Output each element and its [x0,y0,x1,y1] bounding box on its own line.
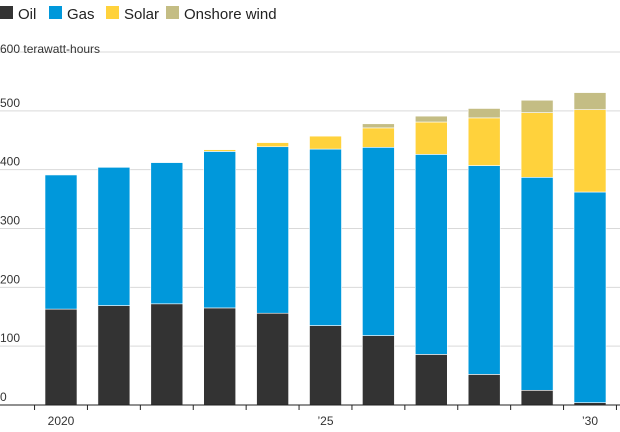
bar-gas-2028 [467,165,501,375]
y-tick-label-0: 0 [0,390,7,404]
legend-label-solar: Solar [124,6,159,23]
bar-oil-2024 [256,312,289,406]
legend-item-oil: Oil [0,6,36,23]
legend: Oil Gas Solar Onshore wind [0,6,277,23]
y-axis-labels: 0 100 200 300 400 500 [0,96,20,404]
legend-swatch-oil [0,6,13,19]
bar-oil-2026 [362,335,395,406]
bar-solar-2029 [520,112,554,178]
legend-label-onshore-wind: Onshore wind [184,6,277,23]
y-axis-unit-label: 600 terawatt-hours [0,42,100,56]
legend-item-gas: Gas [49,6,95,23]
x-tick-label-5: ’25 [317,414,333,428]
legend-label-oil: Oil [18,6,36,23]
legend-item-onshore-wind: Onshore wind [166,6,277,23]
legend-label-gas: Gas [67,6,95,23]
bar-solar-2025 [309,135,342,150]
bar-solar-2028 [467,117,501,166]
y-tick-label-300: 300 [0,214,20,228]
bar-oil-2028 [467,374,501,406]
bars [44,92,607,406]
bar-oil-2029 [520,389,554,406]
bar-onshore-wind-2029 [520,99,554,113]
bar-onshore-wind-2026 [362,123,395,129]
legend-swatch-solar [106,6,119,19]
x-tick-label-10: ’30 [582,414,598,428]
legend-swatch-onshore-wind [166,6,179,19]
y-tick-label-400: 400 [0,155,20,169]
bar-oil-2022 [150,303,184,406]
y-tick-label-100: 100 [0,331,20,345]
bar-gas-2020 [44,174,78,310]
legend-swatch-gas [49,6,62,19]
bar-onshore-wind-2030 [573,92,607,110]
bar-oil-2020 [44,308,78,406]
bar-gas-2027 [414,154,448,355]
x-axis-labels: 2020 ’25 ’30 [48,414,599,428]
bar-solar-2026 [362,127,395,148]
bar-gas-2029 [520,177,554,391]
x-tick-label-0: 2020 [48,414,75,428]
bar-oil-2023 [203,307,236,406]
bar-solar-2027 [414,121,448,155]
bar-oil-2021 [97,305,131,406]
bar-gas-2023 [203,151,236,309]
legend-item-solar: Solar [106,6,159,23]
bar-oil-2025 [309,325,342,406]
bar-gas-2030 [573,191,607,403]
y-tick-label-200: 200 [0,272,20,286]
bar-gas-2025 [309,148,342,326]
x-axis-ticks [34,405,617,410]
bar-gas-2026 [362,147,395,336]
bar-oil-2027 [414,354,448,406]
bar-solar-2024 [256,142,289,148]
bar-solar-2023 [203,149,236,152]
bar-onshore-wind-2028 [467,108,501,119]
bar-gas-2021 [97,167,131,306]
bar-solar-2030 [573,109,607,193]
bar-gas-2022 [150,162,184,305]
y-tick-label-500: 500 [0,96,20,110]
bar-gas-2024 [256,146,289,314]
bar-onshore-wind-2027 [414,115,448,123]
